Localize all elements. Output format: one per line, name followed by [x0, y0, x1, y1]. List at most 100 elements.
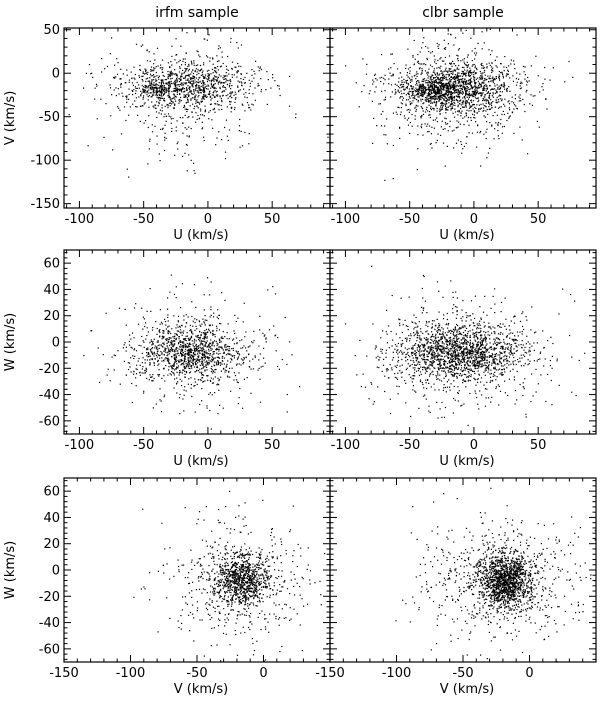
data-point — [222, 86, 224, 88]
data-point — [196, 349, 198, 351]
data-point — [466, 363, 469, 365]
data-point — [186, 365, 188, 367]
data-point — [474, 47, 476, 50]
data-point — [149, 376, 152, 378]
data-point — [192, 75, 194, 77]
data-point — [128, 176, 130, 178]
data-point — [138, 84, 140, 86]
data-point — [448, 102, 450, 104]
data-point — [186, 372, 188, 374]
data-point — [451, 97, 453, 99]
data-point — [427, 98, 429, 100]
data-point — [384, 98, 387, 101]
data-point — [488, 77, 490, 79]
data-point — [512, 75, 514, 77]
data-point — [176, 324, 178, 326]
data-point — [207, 84, 209, 86]
data-point — [475, 67, 478, 69]
data-point — [169, 350, 171, 352]
data-point — [237, 70, 239, 73]
data-point — [384, 125, 386, 127]
data-point — [466, 86, 468, 88]
data-point — [373, 117, 375, 119]
data-point — [466, 93, 468, 95]
data-point — [405, 87, 407, 89]
data-point — [142, 71, 144, 73]
data-point — [156, 143, 158, 145]
data-point — [176, 90, 179, 92]
data-point — [248, 353, 250, 355]
data-point — [197, 358, 199, 361]
data-point — [462, 71, 464, 73]
data-point — [191, 315, 193, 318]
data-point — [411, 102, 413, 104]
data-point — [185, 371, 188, 373]
data-point — [204, 74, 207, 76]
data-point — [170, 99, 172, 101]
data-point — [191, 93, 193, 95]
data-point — [400, 343, 402, 345]
data-point — [462, 32, 464, 34]
data-point — [208, 359, 210, 361]
data-point — [444, 117, 446, 119]
data-point — [450, 103, 452, 105]
data-point — [492, 93, 494, 95]
data-point — [237, 70, 239, 72]
data-point — [460, 361, 462, 363]
data-point — [472, 345, 474, 347]
data-point — [246, 97, 248, 99]
data-point — [422, 88, 424, 90]
data-point — [227, 55, 229, 58]
data-point — [493, 78, 495, 80]
data-point — [452, 112, 454, 114]
data-point — [243, 378, 245, 380]
data-point — [214, 86, 216, 89]
data-point — [472, 100, 475, 102]
data-point — [193, 284, 196, 286]
data-point — [184, 83, 186, 85]
data-point — [237, 47, 239, 49]
data-point — [437, 91, 439, 93]
data-point — [488, 106, 490, 108]
data-point — [506, 89, 508, 91]
data-point — [425, 89, 427, 91]
data-point — [450, 76, 452, 78]
data-point — [145, 120, 147, 122]
data-point — [471, 65, 473, 67]
data-point — [374, 348, 376, 350]
data-point — [158, 369, 160, 371]
data-point — [422, 80, 424, 83]
data-point — [159, 323, 161, 325]
data-point — [185, 75, 187, 77]
data-point — [167, 73, 169, 75]
data-point — [524, 66, 526, 68]
data-point — [397, 89, 399, 91]
data-point — [449, 339, 451, 341]
data-point — [405, 64, 407, 66]
data-point — [202, 81, 204, 84]
data-point — [190, 357, 192, 360]
data-point — [483, 42, 485, 44]
data-point — [405, 67, 407, 69]
data-point — [425, 89, 427, 92]
x-tick-label: 50 — [264, 212, 281, 227]
data-point — [198, 88, 200, 90]
data-point — [451, 70, 453, 72]
data-point — [229, 82, 231, 85]
data-point — [167, 78, 169, 80]
data-point — [127, 362, 129, 364]
data-point — [394, 83, 396, 85]
data-point — [186, 108, 188, 110]
data-point — [275, 334, 277, 336]
data-point — [495, 122, 497, 124]
data-point — [180, 45, 182, 47]
data-point — [232, 91, 234, 93]
points-irfm-UV — [68, 28, 329, 178]
data-point — [453, 85, 455, 87]
y-tick-label: 20 — [43, 309, 60, 324]
data-point — [208, 363, 210, 365]
data-point — [445, 79, 447, 81]
data-point — [190, 371, 192, 373]
data-point — [175, 338, 177, 340]
data-point — [519, 97, 521, 99]
